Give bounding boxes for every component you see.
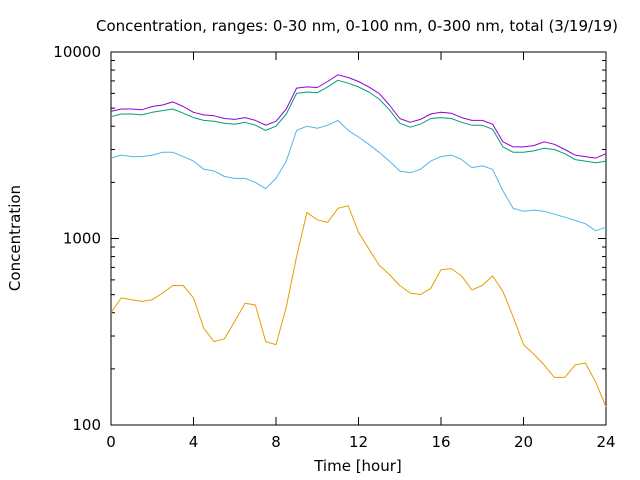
series-lines	[110, 74, 607, 408]
series-line-2	[110, 79, 607, 164]
x-tick-label: 8	[271, 433, 281, 451]
x-axis-label: Time [hour]	[313, 457, 402, 475]
x-tick-label: 4	[189, 433, 199, 451]
minor-ticks	[111, 60, 606, 370]
series-line-0	[110, 205, 607, 408]
chart-title: Concentration, ranges: 0-30 nm, 0-100 nm…	[96, 17, 618, 35]
y-tick-label: 10000	[53, 43, 101, 61]
series-line-3	[110, 74, 607, 159]
y-axis-label: Concentration	[6, 185, 24, 291]
y-tick-label: 100	[72, 416, 101, 434]
x-tick-label: 20	[514, 433, 533, 451]
x-tick-label: 12	[349, 433, 368, 451]
series-line-1	[110, 119, 607, 232]
x-axis-ticks: 0 4 8 12 16 20 24	[106, 52, 616, 451]
x-tick-label: 24	[596, 433, 615, 451]
x-tick-label: 16	[431, 433, 450, 451]
x-tick-label: 0	[106, 433, 116, 451]
y-axis-ticks: 100 1000 10000	[53, 43, 606, 434]
y-tick-label: 1000	[63, 230, 101, 248]
